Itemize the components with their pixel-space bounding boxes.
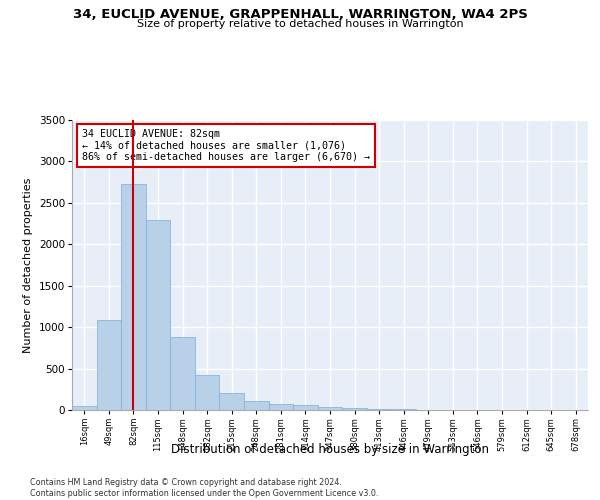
Bar [342,408,367,410]
Bar [170,337,195,410]
Bar [244,401,269,410]
Text: 34 EUCLID AVENUE: 82sqm
← 14% of detached houses are smaller (1,076)
86% of semi: 34 EUCLID AVENUE: 82sqm ← 14% of detache… [82,128,370,162]
Bar [367,409,391,410]
Bar [72,406,97,410]
Text: Size of property relative to detached houses in Warrington: Size of property relative to detached ho… [137,19,463,29]
Bar [195,375,220,410]
Bar [146,220,170,410]
Y-axis label: Number of detached properties: Number of detached properties [23,178,33,352]
Text: 34, EUCLID AVENUE, GRAPPENHALL, WARRINGTON, WA4 2PS: 34, EUCLID AVENUE, GRAPPENHALL, WARRINGT… [73,8,527,20]
Bar [220,393,244,410]
Bar [318,407,342,410]
Text: Distribution of detached houses by size in Warrington: Distribution of detached houses by size … [171,442,489,456]
Bar [293,406,318,410]
Bar [97,320,121,410]
Bar [269,404,293,410]
Bar [391,409,416,410]
Text: Contains HM Land Registry data © Crown copyright and database right 2024.
Contai: Contains HM Land Registry data © Crown c… [30,478,379,498]
Bar [121,184,146,410]
